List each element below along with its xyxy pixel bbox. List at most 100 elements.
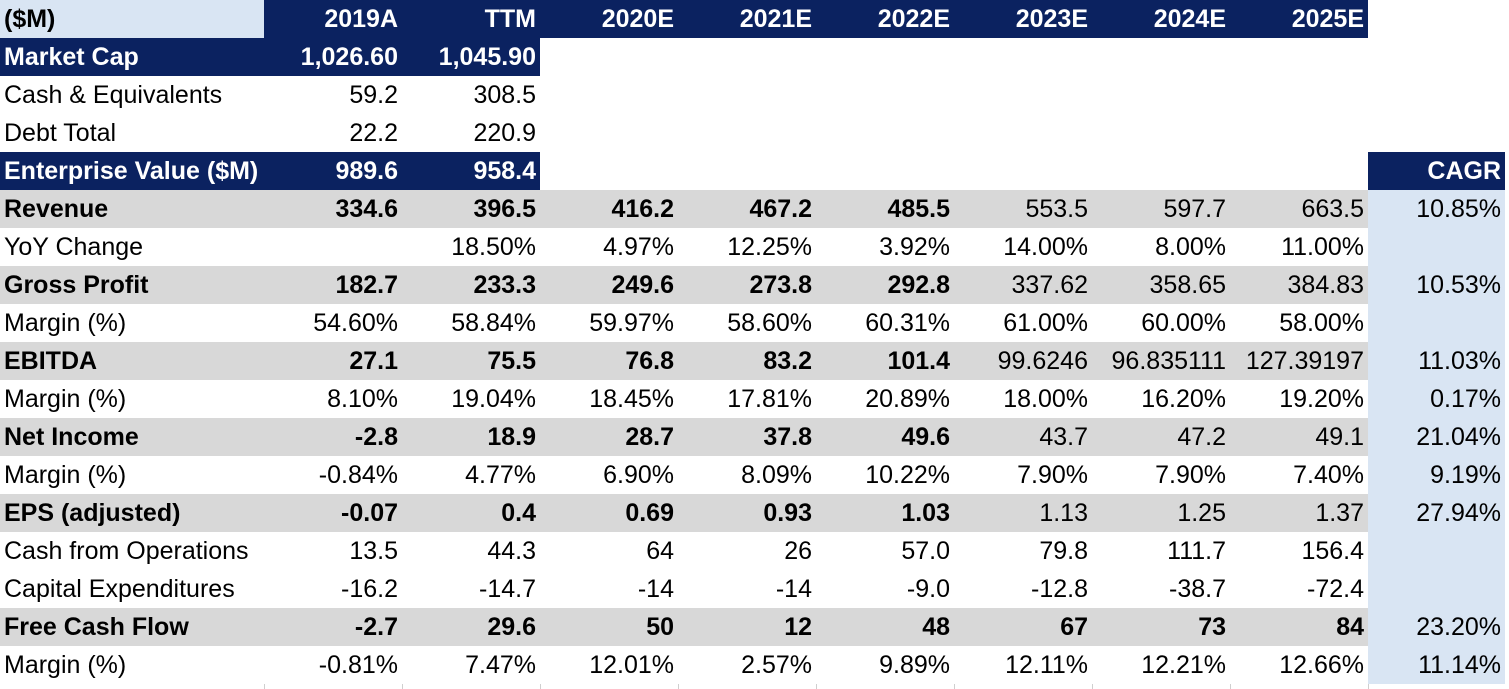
column-header: TTM: [402, 0, 540, 38]
gridline: [954, 684, 955, 689]
value-cell: 156.4: [1301, 537, 1364, 565]
value-cell: 83.2: [678, 342, 816, 380]
header-row: ($M) 2019A TTM 2020E 2021E 2022E 2023E 2…: [0, 0, 1509, 38]
value-cell: 337.62: [954, 266, 1092, 304]
value-cell: 13.5: [349, 537, 398, 565]
value-cell: 28.7: [540, 418, 678, 456]
value-cell: 4.77%: [465, 461, 536, 489]
row-label: Free Cash Flow: [0, 608, 264, 646]
value-cell: 22.2: [349, 119, 398, 147]
value-cell: -9.0: [906, 575, 950, 603]
value-cell: 384.83: [1230, 266, 1368, 304]
value-cell: 57.0: [901, 537, 950, 565]
value-cell: 7.90%: [1017, 461, 1088, 489]
value-cell: 44.3: [487, 537, 536, 565]
row-label: Margin (%): [4, 461, 127, 489]
row-label: Enterprise Value ($M): [0, 152, 264, 190]
row-label: EBITDA: [0, 342, 264, 380]
value-cell: 49.1: [1230, 418, 1368, 456]
metric-row: Margin (%) -0.81% 7.47% 12.01% 2.57% 9.89% 12.…: [0, 646, 1509, 684]
metric-row: Free Cash Flow -2.7 29.6 50 12 48 67 73 84 23.20%: [0, 608, 1509, 646]
value-cell: 0.69: [540, 494, 678, 532]
value-cell: 12.01%: [589, 651, 674, 679]
value-cell: 8.09%: [741, 461, 812, 489]
value-cell: 61.00%: [1003, 309, 1088, 337]
value-cell: 358.65: [1092, 266, 1230, 304]
value-cell: -14: [637, 575, 674, 603]
value-cell: 47.2: [1092, 418, 1230, 456]
value-cell: 27.1: [264, 342, 402, 380]
value-cell: 9.89%: [879, 651, 950, 679]
enterprise-value-row: Enterprise Value ($M) 989.6 958.4 CAGR: [0, 152, 1509, 190]
value-cell: 18.00%: [1003, 385, 1088, 413]
value-cell: 1.13: [954, 494, 1092, 532]
metric-row: Cash from Operations 13.5 44.3 64 26 57.0 79.8…: [0, 532, 1509, 570]
value-cell: 17.81%: [727, 385, 812, 413]
value-cell: 84: [1230, 608, 1368, 646]
gridline: [678, 684, 679, 689]
row-label: Market Cap: [0, 38, 264, 76]
value-cell: 12.66%: [1279, 651, 1364, 679]
metric-row: EPS (adjusted) -0.07 0.4 0.69 0.93 1.03 1.13 1.…: [0, 494, 1509, 532]
value-cell: 19.04%: [451, 385, 536, 413]
value-cell: 96.835111: [1092, 342, 1230, 380]
value-cell: 663.5: [1230, 190, 1368, 228]
debt-total-row: Debt Total 22.2 220.9: [0, 114, 1509, 152]
value-cell: 79.8: [1039, 537, 1088, 565]
value-cell: 127.39197: [1230, 342, 1368, 380]
value-cell: 18.9: [402, 418, 540, 456]
value-cell: 64: [646, 537, 674, 565]
column-header: 2025E: [1230, 0, 1368, 38]
value-cell: 67: [954, 608, 1092, 646]
value-cell: 76.8: [540, 342, 678, 380]
value-cell: 59.2: [349, 81, 398, 109]
metric-row: Revenue 334.6 396.5 416.2 467.2 485.5 553.5 597…: [0, 190, 1509, 228]
value-cell: 10.22%: [865, 461, 950, 489]
column-header: 2024E: [1092, 0, 1230, 38]
value-cell: -2.7: [264, 608, 402, 646]
gridline: [1368, 684, 1369, 689]
metric-row: EBITDA 27.1 75.5 76.8 83.2 101.4 99.6246 96.835…: [0, 342, 1509, 380]
value-cell: 99.6246: [954, 342, 1092, 380]
value-cell: 2.57%: [741, 651, 812, 679]
value-cell: 101.4: [816, 342, 954, 380]
cagr-cell: [1368, 532, 1505, 570]
value-cell: -16.2: [341, 575, 398, 603]
value-cell: 249.6: [540, 266, 678, 304]
value-cell: 50: [540, 608, 678, 646]
value-cell: 4.97%: [603, 233, 674, 261]
value-cell: -14.7: [479, 575, 536, 603]
value-cell: 12: [678, 608, 816, 646]
value-cell: 1,045.90: [402, 38, 540, 76]
value-cell: 1.25: [1092, 494, 1230, 532]
value-cell: 14.00%: [1003, 233, 1088, 261]
cagr-cell: [1368, 570, 1505, 608]
value-cell: 48: [816, 608, 954, 646]
value-cell: 37.8: [678, 418, 816, 456]
row-label: Gross Profit: [0, 266, 264, 304]
value-cell: 12.21%: [1141, 651, 1226, 679]
cagr-cell: 23.20%: [1368, 608, 1505, 646]
value-cell: -72.4: [1307, 575, 1364, 603]
metric-row: Margin (%) 8.10% 19.04% 18.45% 17.81% 20.89% 1…: [0, 380, 1509, 418]
column-header: 2021E: [678, 0, 816, 38]
value-cell: 989.6: [264, 152, 402, 190]
gridline: [402, 684, 403, 689]
value-cell: -2.8: [264, 418, 402, 456]
value-cell: 8.00%: [1155, 233, 1226, 261]
cagr-header: CAGR: [1368, 152, 1505, 190]
metric-row: Margin (%) 54.60% 58.84% 59.97% 58.60% 60.31%…: [0, 304, 1509, 342]
value-cell: 12.25%: [727, 233, 812, 261]
value-cell: 54.60%: [313, 309, 398, 337]
row-label: Margin (%): [4, 385, 127, 413]
column-header: 2020E: [540, 0, 678, 38]
cagr-cell: 11.14%: [1368, 646, 1505, 684]
value-cell: -0.81%: [318, 651, 398, 679]
column-header: 2022E: [816, 0, 954, 38]
cash-equivalents-row: Cash & Equivalents 59.2 308.5: [0, 76, 1509, 114]
cagr-cell: 0.17%: [1368, 380, 1505, 418]
value-cell: 396.5: [402, 190, 540, 228]
value-cell: 8.10%: [327, 385, 398, 413]
value-cell: 958.4: [402, 152, 540, 190]
